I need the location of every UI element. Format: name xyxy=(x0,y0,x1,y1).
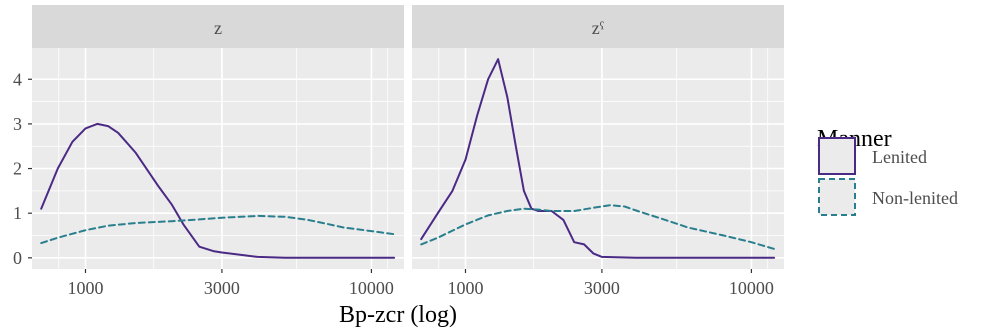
y-tick-label: 2 xyxy=(13,159,22,179)
y-tick-label: 3 xyxy=(13,114,22,134)
plot-background xyxy=(412,48,784,269)
legend-label: Non-lenited xyxy=(872,188,958,208)
y-axis: 0 1 2 3 4 xyxy=(13,69,32,268)
x-tick-label: 10000 xyxy=(349,278,394,298)
strip-label: z xyxy=(214,18,222,38)
x-tick-label: 1000 xyxy=(67,278,103,298)
legend-label: Lenited xyxy=(872,147,927,167)
x-tick-label: 3000 xyxy=(204,278,240,298)
legend-key-lenited xyxy=(818,137,856,175)
plot-background xyxy=(32,48,404,269)
density-line-non-lenited xyxy=(40,214,396,245)
panel-z-pharyngeal: zˁ 1000 3000 10000 xyxy=(412,5,784,298)
strip-label: zˁ xyxy=(592,18,605,38)
y-tick-label: 1 xyxy=(13,203,22,223)
panel-z: z 1000 3000 10000 xyxy=(32,5,404,298)
strip-background xyxy=(32,5,404,48)
density-line-non-lenited xyxy=(420,204,776,250)
y-tick-label: 0 xyxy=(13,248,22,268)
density-line-lenited xyxy=(40,122,396,259)
x-axis-title: Bp-zcr (log) xyxy=(339,302,457,328)
x-tick-label: 1000 xyxy=(447,278,483,298)
y-tick-label: 4 xyxy=(13,69,22,89)
x-tick-label: 10000 xyxy=(729,278,774,298)
strip-background xyxy=(412,5,784,48)
legend-key-non-lenited xyxy=(818,178,856,216)
x-tick-label: 3000 xyxy=(584,278,620,298)
